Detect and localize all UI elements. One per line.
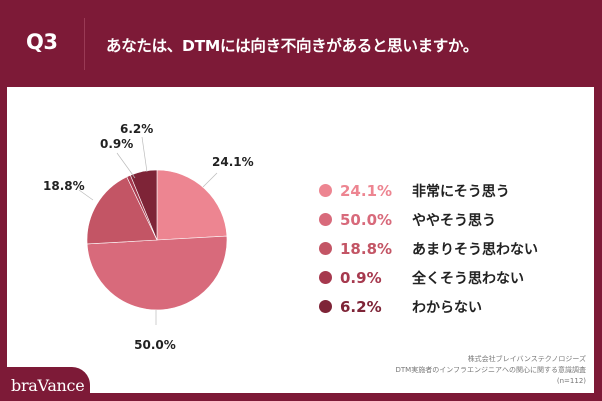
chart-card: 24.1% 50.0% 18.8% 0.9% 6.2% 24.1% 非常にそう思う 50…	[7, 87, 594, 393]
legend-dot-icon	[319, 300, 332, 313]
pie-chart: 24.1% 50.0% 18.8% 0.9%6.2%	[43, 122, 254, 352]
question-number: Q3	[26, 30, 58, 54]
legend-item: 6.2% わからない	[319, 292, 538, 321]
footnote: 株式会社ブレイバンステクノロジーズ DTM実施者のインフラエンジニアへの関心に関…	[396, 354, 587, 387]
pie-slice	[130, 169, 158, 241]
header-divider	[84, 18, 85, 70]
slice-label: 0.9%	[100, 137, 133, 151]
legend-dot-icon	[319, 271, 332, 284]
question-text: あなたは、DTMには向き不向きがあると思いますか。	[106, 37, 479, 55]
legend-item: 24.1% 非常にそう思う	[319, 176, 538, 205]
pie-slice	[156, 169, 228, 241]
legend-item: 18.8% あまりそう思わない	[319, 234, 538, 263]
legend-dot-icon	[319, 242, 332, 255]
slice-label: 50.0%	[134, 338, 176, 352]
legend: 24.1% 非常にそう思う 50.0% ややそう思う 18.8% あまりそう思わ…	[319, 176, 538, 321]
legend-dot-icon	[319, 213, 332, 226]
legend-label: ややそう思う	[412, 212, 496, 229]
header: Q3 あなたは、DTMには向き不向きがあると思いますか。	[0, 0, 602, 87]
logo-tab: braVance	[0, 367, 90, 401]
legend-label: 非常にそう思う	[412, 183, 510, 200]
legend-item: 50.0% ややそう思う	[319, 205, 538, 234]
footnote-company: 株式会社ブレイバンステクノロジーズ	[467, 355, 586, 363]
legend-percent: 18.8%	[340, 239, 393, 258]
legend-label: あまりそう思わない	[412, 241, 538, 258]
slice-label: 18.8%	[43, 179, 85, 193]
footnote-survey: DTM実施者のインフラエンジニアへの関心に関する意識調査	[395, 366, 587, 374]
leader-line	[116, 152, 136, 179]
leader-line	[78, 189, 94, 201]
legend-item: 0.9% 全くそう思わない	[319, 263, 538, 292]
legend-percent: 50.0%	[340, 210, 393, 229]
legend-percent: 6.2%	[340, 297, 382, 316]
legend-percent: 0.9%	[340, 268, 382, 287]
brand-logo: braVance	[11, 376, 85, 395]
leader-line	[141, 136, 148, 173]
slice-label: 6.2%	[120, 122, 153, 136]
pie-slice	[86, 176, 158, 245]
slice-label: 24.1%	[212, 155, 254, 169]
footnote-sample: (n=112)	[556, 377, 586, 385]
legend-label: 全くそう思わない	[412, 270, 524, 287]
legend-label: わからない	[412, 299, 482, 316]
legend-dot-icon	[319, 184, 332, 197]
leader-line	[202, 172, 218, 188]
legend-percent: 24.1%	[340, 181, 393, 200]
pie-slice	[86, 235, 228, 311]
